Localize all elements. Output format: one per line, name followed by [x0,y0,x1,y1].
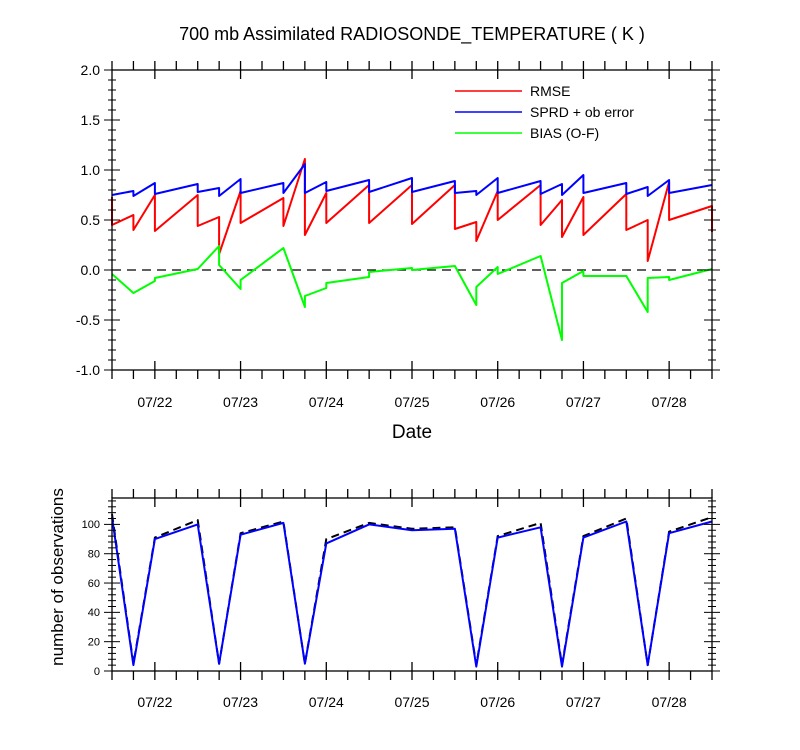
x-tick-label: 07/22 [137,694,172,710]
x-tick-label: 07/28 [652,694,687,710]
y-tick-label: 0.0 [81,262,101,278]
x-tick-label: 07/27 [566,694,601,710]
legend-label-rmse: RMSE [530,83,570,99]
legend-label-bias: BIAS (O-F) [530,125,599,141]
x-tick-label: 07/27 [566,394,601,410]
x-tick-label: 07/24 [309,394,344,410]
x-tick-label: 07/25 [394,394,429,410]
bottom-y-ticks: 0 20 40 60 80 100 [82,500,720,678]
top-x-ticks: 07/22 07/23 07/24 07/25 07/26 07/27 07/28 [111,61,713,410]
x-tick-label: 07/26 [480,394,515,410]
y-axis-label: number of observations [48,488,67,666]
x-tick-label: 07/22 [137,394,172,410]
y-tick-label: 20 [88,637,100,649]
y-tick-label: 1.5 [81,112,101,128]
y-tick-label: 80 [88,549,100,561]
series-line-possible [111,513,713,667]
chart-title: 700 mb Assimilated RADIOSONDE_TEMPERATUR… [179,24,645,45]
x-tick-label: 07/26 [480,694,515,710]
x-tick-label: 07/23 [223,394,258,410]
y-tick-label: 0.5 [81,212,101,228]
y-tick-label: 100 [82,519,100,531]
legend-label-sprd: SPRD + ob error [530,104,634,120]
y-tick-label: 40 [88,607,100,619]
y-tick-label: -1.0 [76,362,100,378]
series-line-bias-o-f [111,245,713,341]
x-tick-label: 07/23 [223,694,258,710]
x-tick-label: 07/24 [309,694,344,710]
bottom-x-ticks: 07/22 07/23 07/24 07/25 07/26 07/27 07/28 [111,489,713,710]
y-tick-label: -0.5 [76,312,100,328]
series-line-sprd-ob-error [111,163,713,197]
y-tick-label: 2.0 [81,62,101,78]
legend: RMSE SPRD + ob error BIAS (O-F) [455,83,634,141]
y-tick-label: 0 [94,666,100,678]
bottom-series-group [111,513,713,668]
y-tick-label: 60 [88,578,100,590]
top-y-ticks: -1.0 -0.5 0.0 0.5 1.0 1.5 2.0 [76,62,720,378]
y-tick-label: 1.0 [81,162,101,178]
x-tick-label: 07/28 [652,394,687,410]
top-chart: 700 mb Assimilated RADIOSONDE_TEMPERATUR… [76,24,720,443]
series-line-rmse [111,158,713,262]
series-line-used [111,516,713,668]
top-series-group [111,158,713,341]
x-tick-label: 07/25 [394,694,429,710]
x-axis-label: Date [392,422,432,443]
